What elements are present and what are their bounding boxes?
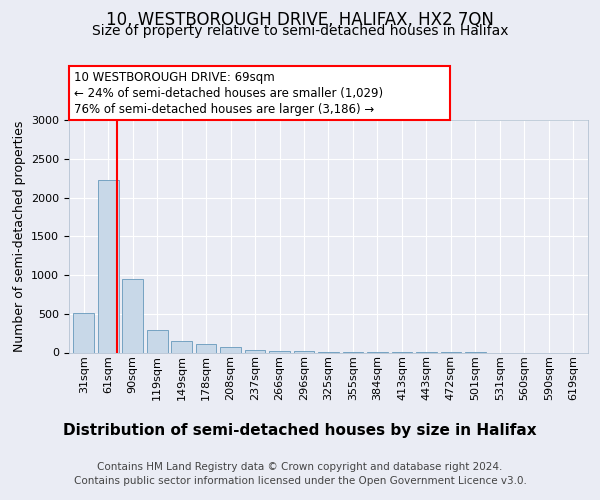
Text: 76% of semi-detached houses are larger (3,186) →: 76% of semi-detached houses are larger (… bbox=[74, 103, 374, 116]
Bar bbox=[73, 313, 94, 352]
Y-axis label: Number of semi-detached properties: Number of semi-detached properties bbox=[13, 120, 26, 352]
Bar bbox=[196, 344, 217, 352]
Text: ← 24% of semi-detached houses are smaller (1,029): ← 24% of semi-detached houses are smalle… bbox=[74, 87, 383, 100]
Bar bbox=[269, 351, 290, 352]
Text: Contains HM Land Registry data © Crown copyright and database right 2024.: Contains HM Land Registry data © Crown c… bbox=[97, 462, 503, 472]
Text: 10 WESTBOROUGH DRIVE: 69sqm: 10 WESTBOROUGH DRIVE: 69sqm bbox=[74, 71, 275, 84]
Bar bbox=[147, 330, 167, 352]
Text: Distribution of semi-detached houses by size in Halifax: Distribution of semi-detached houses by … bbox=[63, 422, 537, 438]
Bar bbox=[98, 180, 119, 352]
Bar bbox=[171, 341, 192, 352]
Text: Contains public sector information licensed under the Open Government Licence v3: Contains public sector information licen… bbox=[74, 476, 526, 486]
Bar bbox=[220, 348, 241, 352]
Bar bbox=[245, 350, 265, 352]
Text: Size of property relative to semi-detached houses in Halifax: Size of property relative to semi-detach… bbox=[92, 24, 508, 38]
Bar bbox=[122, 279, 143, 352]
Text: 10, WESTBOROUGH DRIVE, HALIFAX, HX2 7QN: 10, WESTBOROUGH DRIVE, HALIFAX, HX2 7QN bbox=[106, 11, 494, 29]
